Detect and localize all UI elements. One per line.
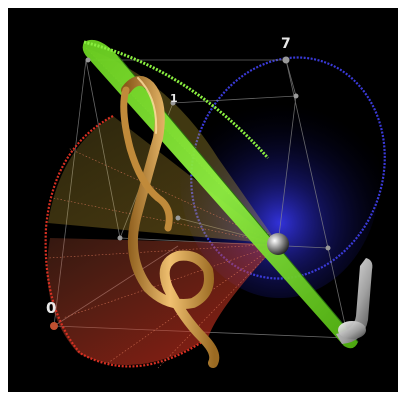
geometric-music-artwork: 7 1 0 — [8, 8, 398, 392]
vertex-label-0: 0 — [46, 299, 56, 317]
treble-clef-ribbon — [120, 75, 220, 368]
artwork-frame: 7 1 0 — [8, 8, 398, 392]
vertex-markers — [50, 56, 331, 330]
vertex-label-1: 1 — [170, 92, 178, 105]
vertex-label-7: 7 — [281, 36, 291, 52]
silver-chair — [336, 258, 373, 344]
center-sphere — [267, 233, 289, 255]
